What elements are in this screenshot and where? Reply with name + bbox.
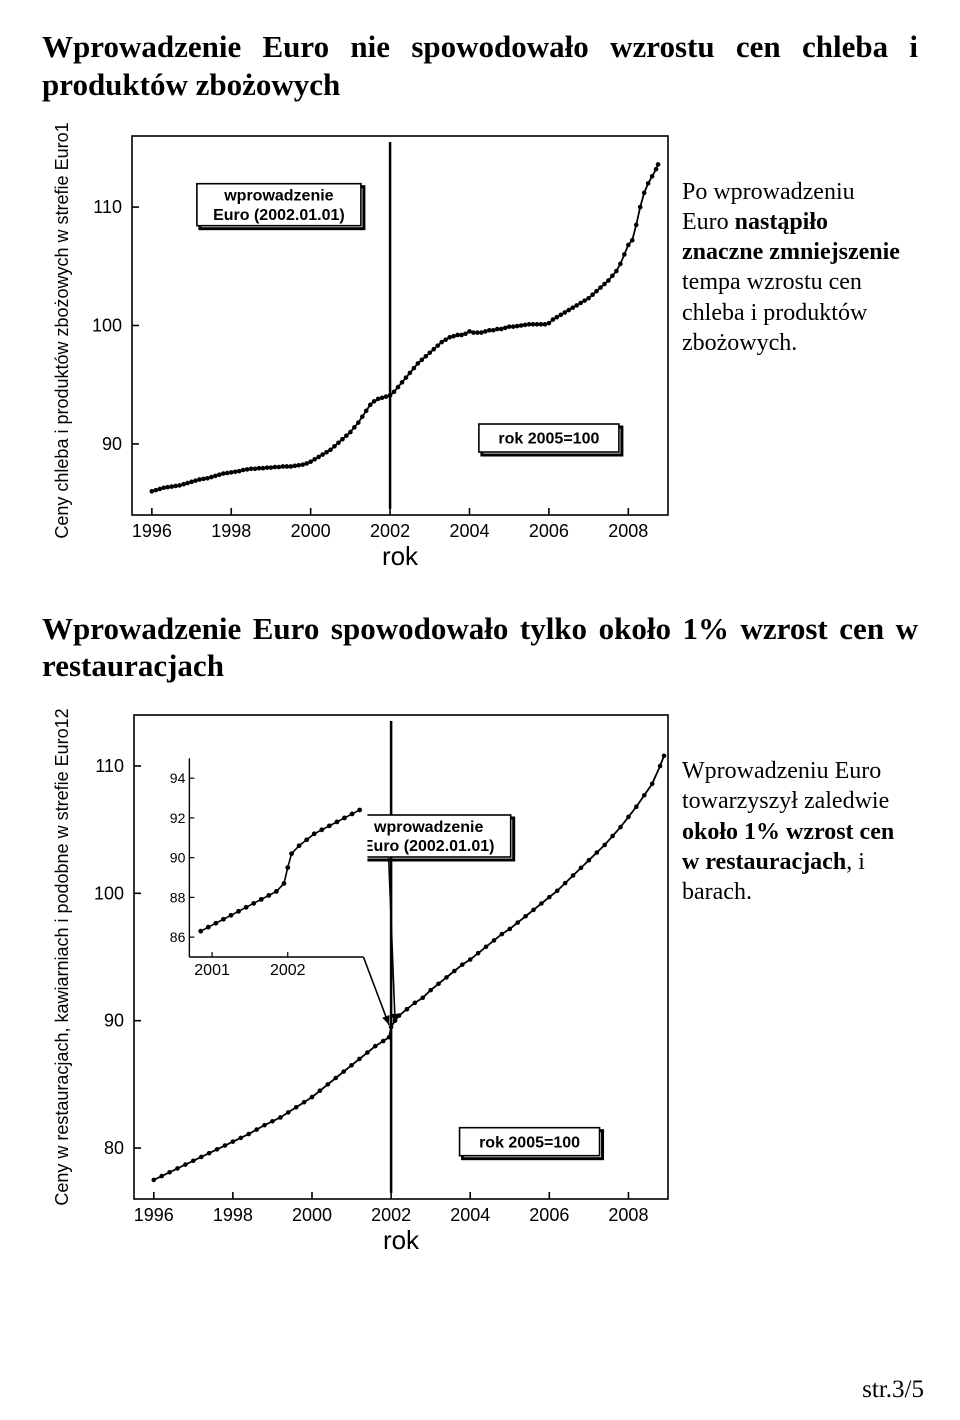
chart-1: 90 100 110 1996 1998 2000 2002 2004 2006 2008 Ceny… xyxy=(42,122,682,582)
side-text-2: Wprowadzeniu Euro towarzyszył zaledwie o… xyxy=(682,701,907,907)
svg-text:2002: 2002 xyxy=(371,1205,411,1225)
page: Wprowadzenie Euro nie spowodowało wzrost… xyxy=(0,0,960,1420)
svg-text:2008: 2008 xyxy=(608,521,648,541)
svg-text:Euro (2002.01.01): Euro (2002.01.01) xyxy=(363,838,495,855)
figure-2-row: 80 90 100 110 1996 1998 2000 2002 2004 2006 2008 Ce… xyxy=(42,701,918,1266)
svg-text:90: 90 xyxy=(170,850,186,866)
svg-text:2006: 2006 xyxy=(529,521,569,541)
svg-text:90: 90 xyxy=(102,434,122,454)
svg-text:86: 86 xyxy=(170,929,186,945)
svg-text:1996: 1996 xyxy=(134,1205,174,1225)
svg-text:Ceny w restauracjach, kawiarni: Ceny w restauracjach, kawiarniach i podo… xyxy=(52,709,72,1206)
svg-text:2004: 2004 xyxy=(450,1205,490,1225)
svg-text:90: 90 xyxy=(104,1011,124,1031)
svg-text:rok 2005=100: rok 2005=100 xyxy=(479,1135,580,1152)
svg-text:94: 94 xyxy=(170,770,186,786)
svg-text:100: 100 xyxy=(94,884,124,904)
svg-text:88: 88 xyxy=(170,890,186,906)
svg-text:2002: 2002 xyxy=(270,962,306,979)
svg-text:1998: 1998 xyxy=(213,1205,253,1225)
svg-text:Euro (2002.01.01): Euro (2002.01.01) xyxy=(213,207,345,224)
chart-2: 80 90 100 110 1996 1998 2000 2002 2004 2006 2008 Ce… xyxy=(42,701,682,1266)
side-text-1: Po wprowadzeniu Euro nastąpiło znaczne z… xyxy=(682,122,907,358)
figure-1-row: 90 100 110 1996 1998 2000 2002 2004 2006 2008 Ceny… xyxy=(42,122,918,582)
svg-text:1998: 1998 xyxy=(211,521,251,541)
svg-text:2008: 2008 xyxy=(608,1205,648,1225)
svg-text:2002: 2002 xyxy=(370,521,410,541)
svg-text:2004: 2004 xyxy=(449,521,489,541)
page-number: str.3/5 xyxy=(862,1376,924,1404)
svg-text:110: 110 xyxy=(95,756,124,776)
svg-text:wprowadzenie: wprowadzenie xyxy=(373,819,483,836)
svg-text:2006: 2006 xyxy=(529,1205,569,1225)
svg-text:80: 80 xyxy=(104,1138,124,1158)
svg-text:2000: 2000 xyxy=(292,1205,332,1225)
svg-text:Ceny chleba i produktów zbożow: Ceny chleba i produktów zbożowych w stre… xyxy=(52,122,72,539)
svg-text:110: 110 xyxy=(93,197,122,217)
svg-text:rok 2005=100: rok 2005=100 xyxy=(498,430,599,447)
svg-text:100: 100 xyxy=(92,315,122,335)
svg-text:rok: rok xyxy=(382,541,419,571)
title-1: Wprowadzenie Euro nie spowodowało wzrost… xyxy=(42,28,918,104)
svg-text:2001: 2001 xyxy=(194,962,230,979)
svg-text:92: 92 xyxy=(170,810,186,826)
svg-text:rok: rok xyxy=(383,1225,420,1255)
svg-text:wprowadzenie: wprowadzenie xyxy=(223,187,333,204)
svg-text:1996: 1996 xyxy=(132,521,172,541)
title-2: Wprowadzenie Euro spowodowało tylko okoł… xyxy=(42,610,918,686)
svg-text:2000: 2000 xyxy=(291,521,331,541)
